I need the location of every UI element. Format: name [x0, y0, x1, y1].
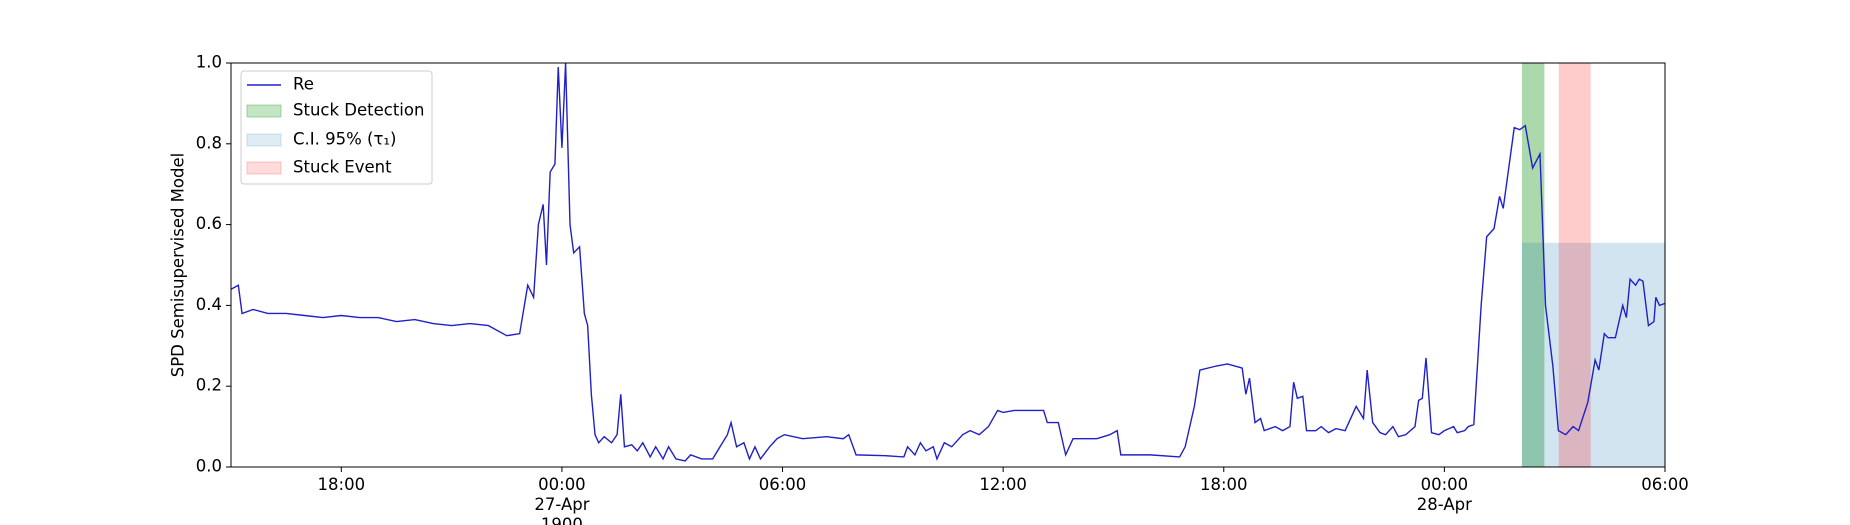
y-tick-label: 0.2: [196, 376, 222, 395]
span-region: [1521, 242, 1665, 467]
legend-patch: [246, 104, 282, 118]
y-tick-label: 1.0: [196, 53, 222, 72]
y-axis-label: SPD Semisupervised Model: [169, 153, 188, 377]
y-tick-label: 0.8: [196, 133, 222, 152]
plot-frame: [230, 62, 1666, 468]
legend-label: Stuck Detection: [293, 101, 424, 120]
legend-patch: [246, 161, 282, 175]
data-line: [230, 62, 1666, 462]
x-tick-label: 06:00: [758, 475, 807, 494]
legend-label: Stuck Event: [293, 158, 392, 177]
x-tick-label: 00:00 28-Apr: [1416, 475, 1472, 514]
legend-patch: [246, 133, 282, 147]
x-tick-label: 18:00: [317, 475, 366, 494]
legend-box: [240, 70, 433, 185]
x-tick-label: 18:00: [1199, 475, 1248, 494]
y-tick-label: 0.6: [196, 214, 222, 233]
span-region: [1558, 63, 1591, 467]
legend: Re Stuck Detection C.I. 95% (τ₁) Stuck Even…: [240, 70, 433, 185]
legend-label: C.I. 95% (τ₁): [293, 130, 396, 149]
legend-label: Re: [293, 75, 314, 94]
span-region: [1521, 63, 1545, 467]
x-tick-label: 06:00: [1641, 475, 1689, 494]
x-tick-label: 00:00 27-Apr 1900: [534, 475, 590, 525]
y-tick-label: 0.0: [196, 457, 222, 476]
x-tick-label: 12:00: [979, 475, 1027, 494]
y-tick-label: 0.4: [196, 295, 222, 314]
